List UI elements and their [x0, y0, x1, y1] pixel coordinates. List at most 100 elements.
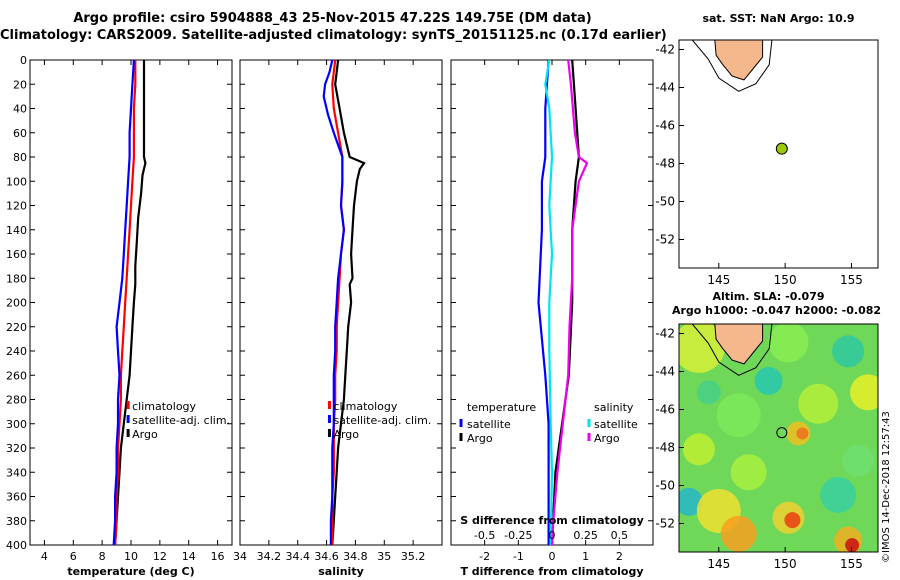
- legend-label-temperature: Argo: [467, 432, 493, 445]
- figure-title-line1: Argo profile: csiro 5904888_43 25-Nov-20…: [73, 11, 592, 26]
- sst-map-title: sat. SST: NaN Argo: 10.9: [702, 12, 854, 25]
- x-tick-label-salinity: 35.2: [401, 550, 426, 563]
- y-tick-label: 200: [6, 297, 27, 310]
- x-tick-label-top-differences: -0.25: [504, 529, 532, 542]
- y-tick-label: 120: [6, 200, 27, 213]
- x-tick-label-temperature: 4: [41, 550, 48, 563]
- y-tick-label: 400: [6, 539, 27, 552]
- map-y-tick-label: -48: [655, 157, 675, 171]
- map-content-sst-map: [691, 40, 788, 155]
- sla-blob: [842, 444, 875, 477]
- y-tick-label: 0: [20, 54, 27, 67]
- legend-header-temperature: temperature: [467, 401, 536, 414]
- sla-blob: [679, 324, 725, 373]
- series-line-salinity-argo: [331, 59, 366, 546]
- series-line-salinity-climatology: [331, 59, 346, 545]
- float-position-marker: [776, 427, 788, 439]
- map-y-tick-label: -48: [655, 441, 675, 455]
- panel-frame-salinity: [239, 59, 443, 546]
- map-x-tick-label: 145: [707, 273, 730, 287]
- figure-title-line2: Climatology: CARS2009. Satellite-adjuste…: [0, 28, 667, 43]
- sla-blob: [682, 433, 715, 466]
- panel-frame-temperature: [29, 59, 233, 546]
- map-y-tick-label: -44: [655, 365, 675, 379]
- map-y-tick-label: -42: [655, 327, 675, 341]
- sla-blob: [720, 515, 757, 552]
- x-axis-label-top-differences: S difference from climatology: [460, 514, 644, 527]
- legend-label-salinity: Argo: [333, 428, 359, 441]
- series-line-salinity-satellite: [322, 59, 346, 545]
- x-tick-label-temperature: 6: [70, 550, 77, 563]
- x-tick-label-top-differences: 0: [549, 529, 556, 542]
- legend-label-temperature: climatology: [132, 400, 196, 413]
- legend-label-temperature: Argo: [132, 428, 158, 441]
- series-line-temperature-satellite: [112, 59, 135, 546]
- map-frame-sla-map: [678, 323, 879, 553]
- shelf-contour: [691, 324, 773, 376]
- x-tick-label-differences: -2: [479, 550, 490, 563]
- x-axis-label-differences: T difference from climatology: [460, 565, 643, 578]
- sla-blob: [730, 454, 767, 491]
- map-y-tick-label: -50: [655, 479, 675, 493]
- sla-blob: [832, 335, 865, 368]
- map-y-tick-label: -52: [655, 233, 675, 247]
- map-y-tick-label: -46: [655, 119, 675, 133]
- y-tick-label: 380: [6, 515, 27, 528]
- map-y-tick-label: -50: [655, 195, 675, 209]
- land-tasmania: [697, 40, 764, 81]
- map-content-sla-map: [679, 324, 878, 552]
- sla-blob: [754, 367, 783, 395]
- x-tick-label-temperature: 16: [211, 550, 225, 563]
- series-line-differences-t-satellite: [537, 59, 550, 545]
- map-x-tick-label: 155: [840, 273, 863, 287]
- y-tick-label: 360: [6, 491, 27, 504]
- y-tick-label: 60: [13, 127, 27, 140]
- y-tick-label: 340: [6, 466, 27, 479]
- x-axis-label-temperature: temperature (deg C): [67, 565, 194, 578]
- x-tick-label-top-differences: -0.5: [474, 529, 495, 542]
- legend-header-salinity: salinity: [594, 401, 634, 414]
- sla-blob: [716, 393, 761, 438]
- y-tick-label: 240: [6, 345, 27, 358]
- sla-blob: [696, 380, 721, 405]
- series-line-temperature-argo: [114, 60, 147, 546]
- series-line-differences-s-argo: [550, 59, 589, 546]
- sla-blob: [798, 383, 839, 424]
- legend-label-salinity: climatology: [333, 400, 397, 413]
- y-tick-label: 140: [6, 224, 27, 237]
- map-y-tick-label: -44: [655, 81, 675, 95]
- y-tick-label: 20: [13, 78, 27, 91]
- sla-blob: [845, 538, 860, 552]
- y-tick-label: 100: [6, 175, 27, 188]
- x-tick-label-temperature: 14: [182, 550, 196, 563]
- map-y-tick-label: -52: [655, 517, 675, 531]
- y-tick-label: 180: [6, 272, 27, 285]
- sla-blob: [768, 324, 809, 363]
- x-tick-label-differences: 0: [549, 550, 556, 563]
- x-tick-label-top-differences: 0.5: [611, 529, 629, 542]
- series-line-differences-s-satellite: [544, 59, 554, 546]
- y-tick-label: 160: [6, 248, 27, 261]
- y-tick-label: 260: [6, 369, 27, 382]
- y-tick-label: 300: [6, 418, 27, 431]
- y-tick-label: 320: [6, 442, 27, 455]
- legend-label-temperature: satellite-adj. clim.: [132, 414, 230, 427]
- x-axis-label-salinity: salinity: [318, 565, 364, 578]
- x-tick-label-differences: 2: [616, 550, 623, 563]
- sla-blob: [784, 512, 801, 529]
- sla-blob: [850, 374, 878, 411]
- shelf-contour: [691, 40, 773, 92]
- x-tick-label-temperature: 8: [99, 550, 106, 563]
- map-frame-sst-map: [678, 39, 879, 269]
- map-x-tick-label: 145: [707, 557, 730, 571]
- map-x-tick-label: 155: [840, 557, 863, 571]
- legend-label-salinity: satellite-adj. clim.: [333, 414, 431, 427]
- x-tick-label-salinity: 34.6: [314, 550, 339, 563]
- x-tick-label-salinity: 34.4: [285, 550, 310, 563]
- map-x-tick-label: 150: [774, 273, 797, 287]
- sla-map-title: Altim. SLA: -0.079: [712, 290, 824, 303]
- sla-blob: [796, 427, 809, 440]
- sla-map-subtitle: Argo h1000: -0.047 h2000: -0.082: [672, 304, 881, 317]
- map-x-tick-label: 150: [774, 557, 797, 571]
